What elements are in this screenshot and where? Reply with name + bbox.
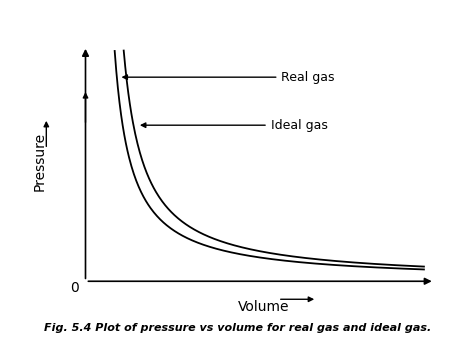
Text: Real gas: Real gas [123, 71, 335, 84]
Text: Fig. 5.4 Plot of pressure vs volume for real gas and ideal gas.: Fig. 5.4 Plot of pressure vs volume for … [44, 323, 431, 333]
Text: 0: 0 [70, 282, 79, 295]
Text: Pressure: Pressure [32, 132, 46, 191]
Text: Volume: Volume [238, 300, 289, 315]
Text: Ideal gas: Ideal gas [142, 119, 328, 132]
